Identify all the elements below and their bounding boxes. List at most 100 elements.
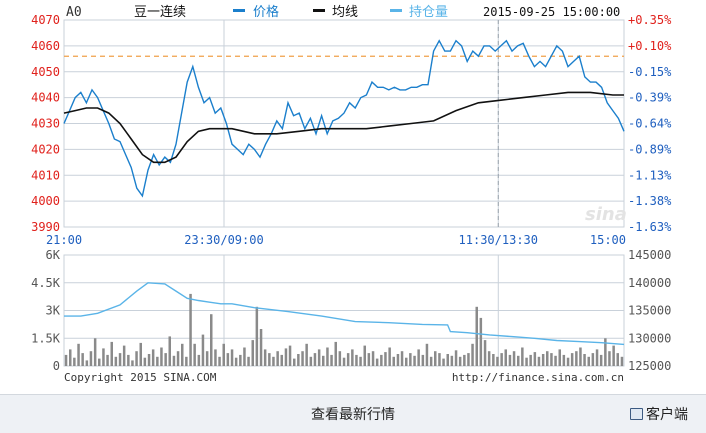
volume-bar [550,353,553,366]
price-tick-label: 3990 [31,220,60,234]
legend-price-swatch [233,9,245,12]
volume-bar [367,353,371,366]
pct-tick-label: +0.10% [628,39,672,53]
volume-bar [272,356,275,367]
volume-bar [114,356,118,367]
volume-bar [579,347,582,366]
volume-bar [64,354,68,366]
volume-bar [197,354,201,366]
volume-bar [467,353,470,366]
volume-bar [164,353,167,366]
volume-tick-label: 1.5K [31,331,61,345]
view-latest-link[interactable]: 查看最新行情 [311,407,395,423]
volume-bar [575,351,578,366]
volume-bar [583,354,586,366]
volume-bar [239,354,242,366]
volume-bar [591,353,595,366]
legend-avg-label: 均线 [332,5,358,20]
volume-bar [359,356,362,367]
oi-tick-label: 130000 [628,331,671,345]
source-url[interactable]: http://finance.sina.com.cn [452,371,624,384]
volume-bar [268,353,271,366]
oi-tick-label: 145000 [628,248,671,262]
oi-tick-label: 140000 [628,276,671,290]
monitor-icon [630,408,643,420]
volume-bar [214,349,217,366]
volume-bar [313,353,317,366]
volume-bar [106,354,109,366]
volume-bar [259,329,263,366]
symbol-label: A0 [66,5,82,20]
volume-bar [566,357,570,366]
volume-bar [512,351,516,366]
volume-bar [438,353,441,366]
volume-bar [276,351,279,366]
volume-bar [508,354,512,366]
volume-bar [570,353,574,366]
volume-bar [525,357,528,366]
client-button[interactable]: 客户端 [630,404,688,424]
volume-bar [218,356,221,367]
volume-bar [77,343,80,366]
volume-bar [305,343,308,366]
volume-bar [147,354,151,366]
volume-bar [417,349,420,366]
volume-bar [413,355,416,366]
volume-bar [604,338,607,367]
volume-bar [98,358,101,366]
volume-bar [143,357,147,366]
volume-bar [450,355,454,366]
volume-bar [205,351,209,366]
volume-bar [475,306,478,366]
volume-bar [69,349,72,366]
pct-tick-label: -1.13% [628,168,672,182]
legend-oi-swatch [390,9,402,12]
pct-tick-label: -0.64% [628,117,672,131]
volume-bars [64,293,624,367]
volume-bar [342,357,346,366]
volume-bar [185,356,188,367]
price-tick-label: 4040 [31,91,60,105]
contract-name: 豆一连续 [134,4,186,20]
volume-bar [280,354,283,366]
sina-watermark: sina [585,204,627,225]
volume-bar [458,356,462,367]
volume-bar [122,345,126,366]
volume-bar [317,349,321,366]
volume-bar [193,343,196,366]
volume-bar [363,345,366,366]
volume-bar [102,348,105,366]
volume-bar [131,360,134,366]
volume-tick-label: 3K [46,304,61,318]
volume-bar [521,347,524,366]
volume-bar [297,354,300,366]
volume-bar [496,356,499,367]
chart-area: A0 豆一连续 价格 均线 持仓量 2015-09-25 15:00:00 si… [31,4,672,384]
pct-tick-label: -0.39% [628,91,672,105]
volume-bar [73,357,76,366]
volume-bar [541,354,545,366]
volume-bar [562,354,566,366]
volume-bar [355,354,358,366]
volume-bar [110,341,113,366]
volume-bar [81,353,84,366]
price-line [63,39,625,198]
volume-bar [255,306,259,366]
volume-bar [463,354,466,366]
volume-bar [234,357,238,366]
volume-bar [334,341,337,366]
volume-bar [251,340,254,366]
footer-bar: 查看最新行情 客户端 [0,394,706,433]
price-tick-label: 4020 [31,142,60,156]
pct-tick-label: -1.38% [628,194,672,208]
volume-bar [504,349,507,366]
volume-bar [326,347,329,366]
volume-bar [189,293,192,366]
series-lines [63,39,625,346]
price-tick-label: 4000 [31,194,60,208]
volume-bar [612,345,615,366]
average-line [63,91,624,164]
volume-bar [263,349,267,366]
volume-bar [546,351,549,366]
volume-bar [201,334,205,366]
